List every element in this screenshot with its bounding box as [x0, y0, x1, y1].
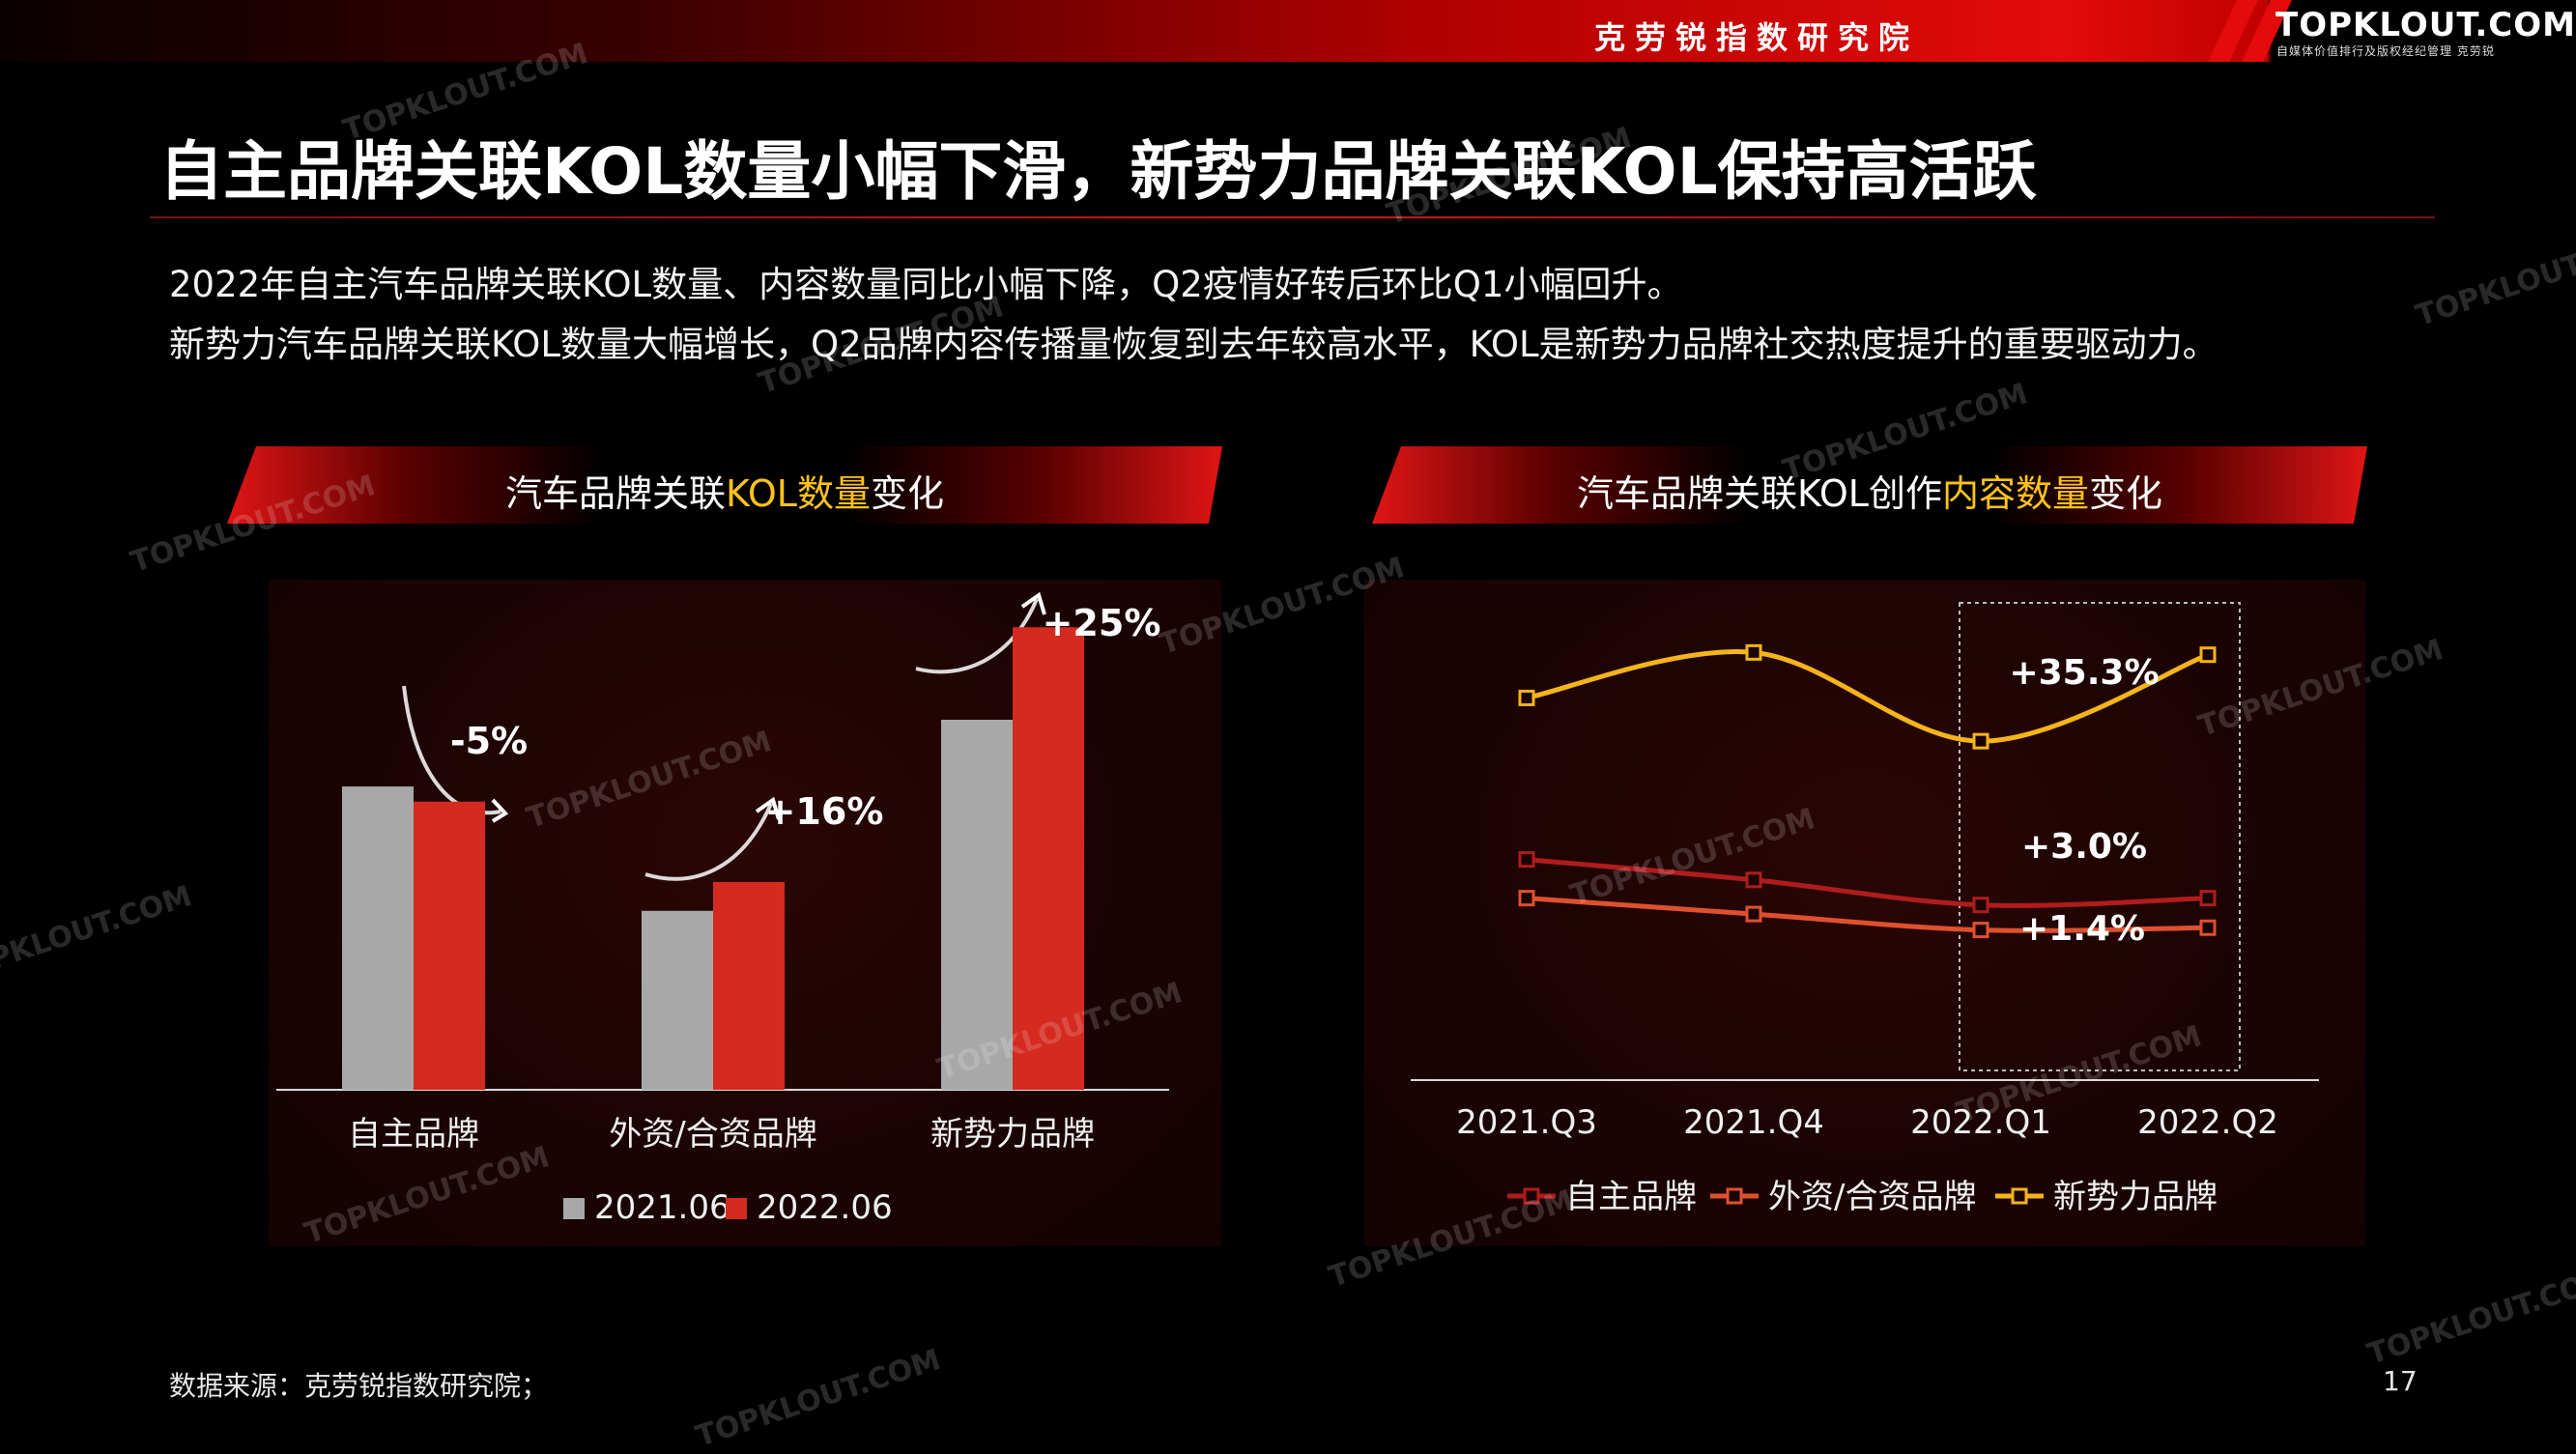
bar-chart: 自主品牌 外资/合资品牌 新势力品牌 -5% +16% +25% 2021.06 2022.0… — [276, 591, 1169, 1227]
watermark: TOPKLOUT.COM — [2412, 222, 2576, 333]
data-point — [1972, 732, 1989, 750]
brand-logo: TOPKLOUT.COM — [2275, 6, 2576, 44]
x-tick-label: 外资/合资品牌 — [609, 1115, 816, 1154]
series-line-外资/合资品牌 — [1526, 896, 2209, 933]
legend-label: 自主品牌 — [1565, 1178, 1697, 1216]
brand-logo-subtext: 自媒体价值排行及版权经纪管理 克劳锐 — [2276, 44, 2495, 58]
legend-label: 外资/合资品牌 — [1768, 1178, 1976, 1216]
bar-chart-panel: 自主品牌 外资/合资品牌 新势力品牌 -5% +16% +25% 2021.06 2022.0… — [269, 580, 1221, 1246]
subtitle-line-2: 新势力汽车品牌关联KOL数量大幅增长，Q2品牌内容传播量恢复到去年较高水平，KO… — [169, 324, 2218, 365]
bar-2021.06 — [342, 786, 414, 1090]
data-point — [2199, 919, 2217, 936]
down-arrow-head-icon — [491, 798, 509, 823]
x-tick-label: 2021.Q3 — [1456, 1103, 1597, 1142]
change-label: +16% — [765, 790, 884, 833]
line-chart-panel: 2021.Q3 2021.Q4 2022.Q1 2022.Q2 +35.3% +3.0% +… — [1364, 580, 2365, 1246]
up-arrow-icon — [915, 598, 1039, 674]
legend-label: 2021.06 — [594, 1188, 730, 1227]
watermark: TOPKLOUT.COM — [0, 879, 196, 990]
header-bar — [0, 0, 2576, 62]
change-label: +3.0% — [2021, 827, 2147, 867]
data-point — [1745, 871, 1762, 889]
subtitle-line-1: 2022年自主汽车品牌关联KOL数量、内容数量同比小幅下降，Q2疫情好转后环比Q… — [169, 264, 1683, 305]
legend-label: 新势力品牌 — [2053, 1178, 2218, 1216]
bar-2022.06 — [414, 801, 485, 1090]
page-title: 自主品牌关联KOL数量小幅下滑，新势力品牌关联KOL保持高活跃 — [159, 134, 2037, 209]
data-point — [1518, 689, 1535, 706]
data-point — [1745, 643, 1762, 661]
data-point — [1518, 890, 1535, 907]
bar-2021.06 — [941, 719, 1013, 1090]
up-arrow-head-icon — [1020, 591, 1046, 615]
up-arrow-icon — [644, 803, 773, 881]
page-number: 17 — [2383, 1365, 2418, 1397]
data-point — [1972, 922, 1989, 939]
x-tick-label: 2022.Q1 — [1910, 1103, 2051, 1142]
x-tick-label: 2021.Q4 — [1683, 1103, 1824, 1142]
change-label: +35.3% — [2009, 653, 2159, 693]
x-tick-label: 2022.Q2 — [2137, 1103, 2278, 1142]
x-tick-label: 新势力品牌 — [930, 1115, 1095, 1154]
change-label: +1.4% — [2019, 909, 2145, 949]
legend-label: 2022.06 — [757, 1188, 893, 1227]
left-panel-header: 汽车品牌关联KOL数量变化 — [227, 446, 1222, 524]
data-point — [1745, 905, 1762, 923]
data-source: 数据来源：克劳锐指数研究院； — [169, 1370, 549, 1402]
bar-2021.06 — [642, 910, 713, 1090]
left-panel-title: 汽车品牌关联KOL数量变化 — [505, 472, 944, 515]
data-point — [2199, 646, 2217, 664]
series-line-新势力品牌 — [1526, 649, 2209, 744]
right-panel-header: 汽车品牌关联KOL创作内容数量变化 — [1372, 446, 2367, 524]
legend-swatch — [726, 1198, 747, 1219]
data-point — [1518, 851, 1535, 869]
change-label: +25% — [1043, 602, 1161, 644]
watermark: TOPKLOUT.COM — [2363, 1261, 2576, 1372]
data-point — [1972, 897, 1989, 914]
title-divider — [150, 216, 2435, 218]
highlight-box — [1959, 602, 2241, 1071]
change-label: -5% — [450, 720, 528, 762]
legend-marker — [1523, 1187, 1540, 1205]
legend-marker — [2011, 1187, 2028, 1205]
line-chart: 2021.Q3 2021.Q4 2022.Q1 2022.Q2 +35.3% +3.0% +… — [1411, 602, 2319, 1216]
up-arrow-head-icon — [755, 796, 781, 820]
legend-marker — [1726, 1187, 1743, 1205]
series-line-自主品牌 — [1526, 857, 2209, 908]
bar-2022.06 — [713, 881, 785, 1090]
right-panel-title: 汽车品牌关联KOL创作内容数量变化 — [1577, 472, 2162, 515]
data-point — [2199, 890, 2217, 907]
x-tick-label: 自主品牌 — [348, 1115, 479, 1154]
org-name: 克劳锐指数研究院 — [1594, 19, 1920, 56]
legend-swatch — [563, 1198, 585, 1219]
watermark: TOPKLOUT.COM — [692, 1343, 945, 1454]
bar-2022.06 — [1013, 627, 1084, 1090]
